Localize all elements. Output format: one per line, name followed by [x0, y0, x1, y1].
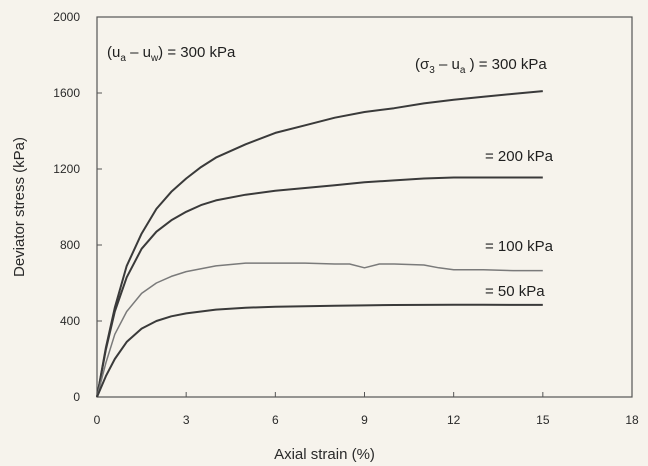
x-axis-title: Axial strain (%) — [274, 446, 375, 463]
plot-frame — [96, 16, 633, 398]
labels-layer: = 200 kPa= 100 kPa= 50 kPa(ua – uw) = 30… — [107, 44, 554, 300]
annotation-suction-lhs: (u — [107, 44, 120, 61]
x-tick-label: 9 — [361, 413, 368, 427]
annotation-suction-a: a — [120, 53, 126, 64]
x-tick-label: 6 — [272, 413, 279, 427]
annotation-suction-w: w — [150, 53, 159, 64]
x-tick-label: 3 — [183, 413, 190, 427]
annotation-suction-minus: – u — [126, 44, 151, 61]
annotation-confining-three: 3 — [429, 65, 435, 76]
annotation-confining-rhs: ) = 300 kPa — [465, 56, 547, 73]
series-label-3: = 100 kPa — [485, 238, 554, 255]
axes-group: 0 3 6 9 12 15 18 0 400 800 1200 1600 2000 Axial strai… — [11, 10, 639, 463]
y-tick-label: 800 — [60, 238, 80, 252]
series-line-3 — [96, 262, 543, 398]
annotation-confining-a: a — [460, 65, 466, 76]
series-line-4 — [96, 303, 543, 398]
x-tick-label: 12 — [447, 413, 461, 427]
x-tick-label: 18 — [625, 413, 639, 427]
y-tick-label: 0 — [73, 390, 80, 404]
y-axis-title: Deviator stress (kPa) — [11, 137, 28, 277]
y-tick-label: 2000 — [53, 10, 80, 24]
series-label-2: = 200 kPa — [485, 148, 554, 165]
annotation-suction: (ua – uw) = 300 kPa — [107, 44, 236, 64]
y-tick-label: 400 — [60, 314, 80, 328]
annotation-confining-minus: – u — [435, 56, 460, 73]
series-layer — [96, 90, 543, 398]
annotation-suction-rhs: ) = 300 kPa — [158, 44, 236, 61]
y-tick-label: 1600 — [53, 86, 80, 100]
x-tick-label: 0 — [94, 413, 101, 427]
x-tick-label: 15 — [536, 413, 550, 427]
series-label-4: = 50 kPa — [485, 283, 545, 300]
annotation-confining-lhs: (σ — [415, 56, 430, 73]
series-line-1 — [96, 90, 543, 398]
series-line-2 — [96, 176, 543, 398]
y-tick-label: 1200 — [53, 162, 80, 176]
annotation-confining: (σ3 – ua ) = 300 kPa — [415, 56, 547, 76]
